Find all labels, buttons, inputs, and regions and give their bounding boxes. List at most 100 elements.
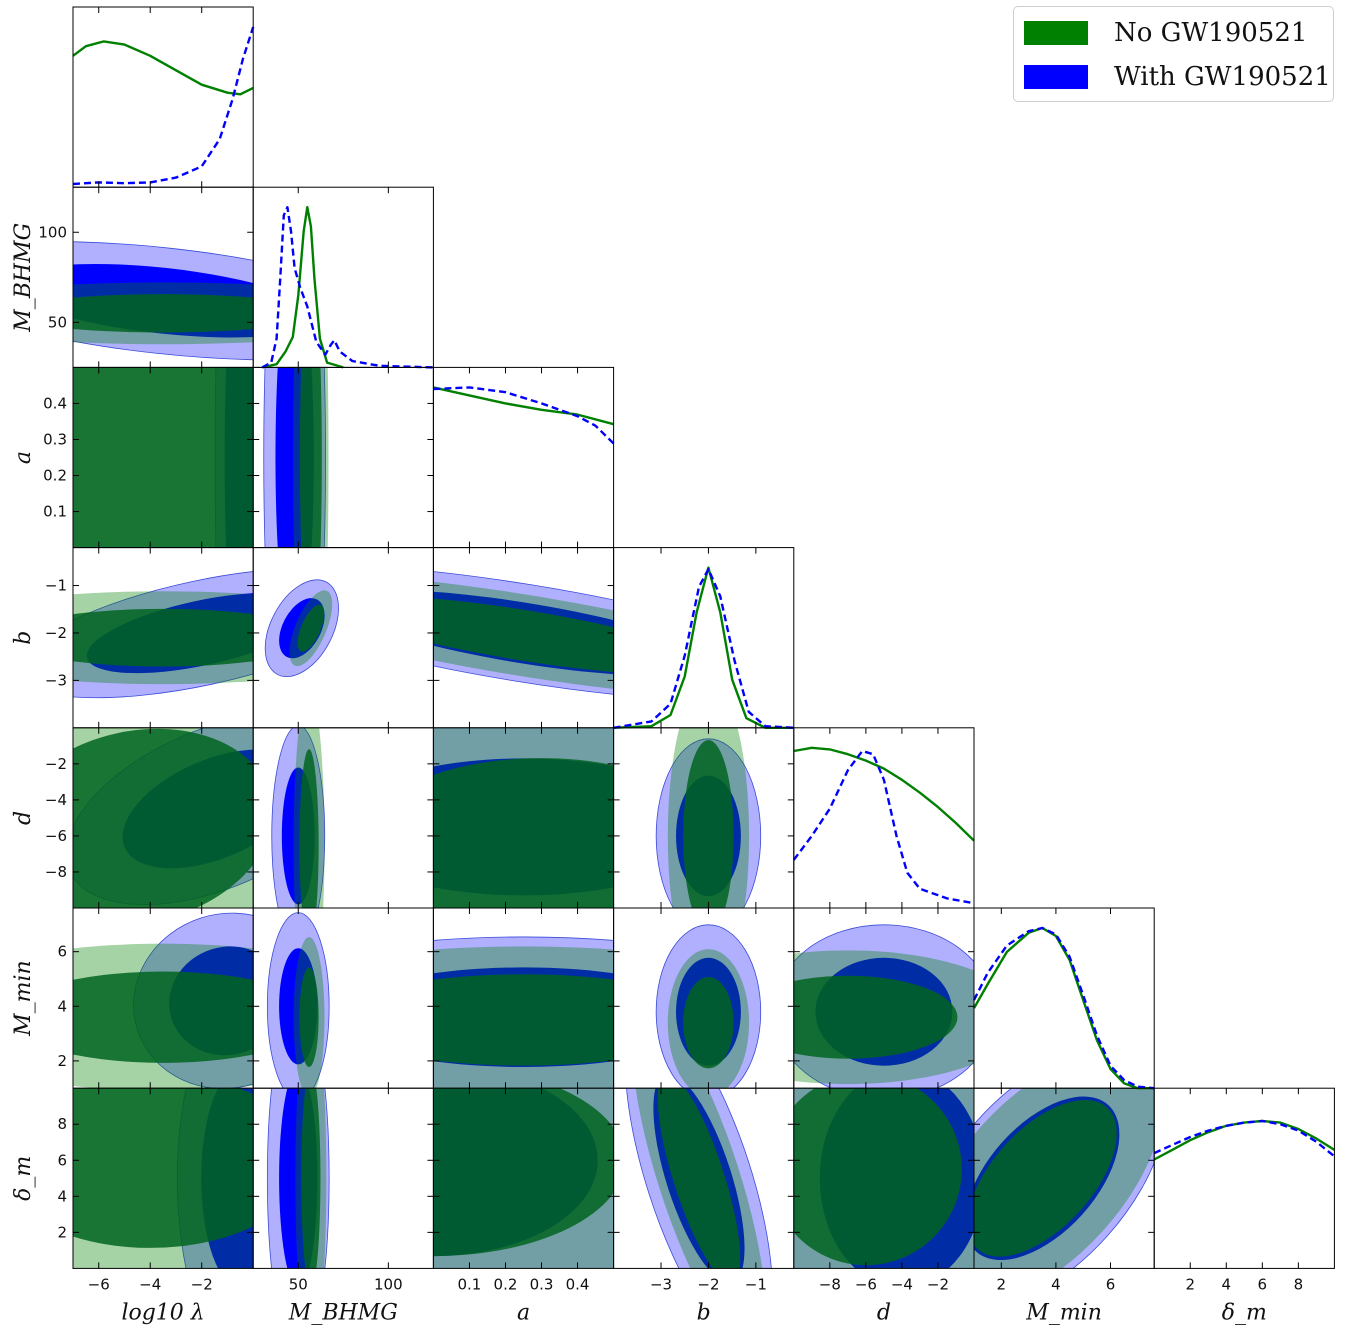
panel-mmin-vs-d xyxy=(793,907,975,1089)
contour-no-gw190521-68 xyxy=(683,740,734,908)
panel-b-vs-mbhmg xyxy=(252,547,434,729)
x-tick-label: −3 xyxy=(650,1275,672,1293)
x-tick-label: −2 xyxy=(927,1275,949,1293)
contour-no-gw190521-68 xyxy=(73,1088,254,1248)
panel-mmin-vs-a xyxy=(432,907,615,1089)
y-tick-label: −8 xyxy=(45,863,67,881)
contour-no-gw190521-68 xyxy=(73,971,254,1063)
panel-mmin-vs-b xyxy=(613,907,795,1089)
contour-no-gw190521-68 xyxy=(433,595,614,675)
marginal-line-with-gw190521 xyxy=(72,26,255,186)
x-tick-label: −4 xyxy=(891,1275,913,1293)
contour-no-gw190521-68 xyxy=(73,294,254,333)
panel-a-vs-mbhmg xyxy=(252,366,434,549)
y-axis-label-d: d xyxy=(11,811,36,825)
y-tick-label: 50 xyxy=(48,313,67,331)
panel-b-vs-lambda xyxy=(72,547,254,729)
panel-d-vs-a xyxy=(432,727,615,909)
panel-mmin-vs-lambda xyxy=(72,907,254,1089)
panel-frame xyxy=(613,547,795,729)
contour-no-gw190521-68 xyxy=(683,977,734,1069)
contour-no-gw190521-68 xyxy=(657,1088,741,1269)
panel-d-vs-b xyxy=(613,727,795,909)
panel-deltam-vs-a xyxy=(432,1087,615,1269)
marginal-line-with-gw190521 xyxy=(972,926,1155,1090)
marginal-d xyxy=(792,727,975,909)
legend-label: With GW190521 xyxy=(1114,62,1331,92)
marginal-line-no-gw190521 xyxy=(433,386,614,426)
y-axis-label-a: a xyxy=(11,451,36,464)
contour-no-gw190521-68 xyxy=(73,367,254,548)
x-tick-label: 6 xyxy=(1258,1275,1268,1293)
panel-mbhmg-vs-lambda xyxy=(72,186,254,368)
y-tick-label: 6 xyxy=(57,1151,67,1169)
x-axis-label-d: d xyxy=(877,1300,891,1325)
panel-deltam-vs-mbhmg xyxy=(252,1087,434,1269)
panel-d-vs-mbhmg xyxy=(252,727,434,909)
contour-no-gw190521-68 xyxy=(297,604,325,652)
x-tick-label: −2 xyxy=(191,1275,213,1293)
legend: No GW190521 With GW190521 xyxy=(1013,6,1334,102)
contour-no-gw190521-68 xyxy=(793,975,958,1059)
marginal-line-with-gw190521 xyxy=(613,568,794,729)
x-tick-label: 0.3 xyxy=(530,1275,554,1293)
panel-d-vs-lambda xyxy=(72,727,254,909)
x-tick-label: −6 xyxy=(855,1275,877,1293)
x-axis-label-b: b xyxy=(697,1300,711,1325)
y-axis-label-deltam: δ_m xyxy=(11,1156,36,1201)
x-tick-label: −2 xyxy=(697,1275,719,1293)
x-tick-label: 4 xyxy=(1051,1275,1061,1293)
marginal-line-no-gw190521 xyxy=(613,566,794,729)
panel-a-vs-lambda xyxy=(72,366,254,549)
marginal-deltam xyxy=(1153,1087,1336,1269)
marginal-line-no-gw190521 xyxy=(793,746,975,842)
marginal-lambda xyxy=(72,6,255,188)
contour-no-gw190521-68 xyxy=(299,367,322,548)
panel-deltam-vs-lambda xyxy=(72,1087,254,1269)
contour-no-gw190521-68 xyxy=(299,749,319,908)
panel-deltam-vs-b xyxy=(613,1087,795,1269)
marginal-line-no-gw190521 xyxy=(1153,1119,1336,1161)
x-tick-label: 2 xyxy=(997,1275,1007,1293)
marginal-line-with-gw190521 xyxy=(792,749,975,905)
marginal-line-no-gw190521 xyxy=(261,206,344,369)
panel-mmin-vs-mbhmg xyxy=(252,907,434,1089)
y-tick-label: 2 xyxy=(57,1223,67,1241)
y-tick-label: −6 xyxy=(45,827,67,845)
marginal-line-no-gw190521 xyxy=(72,40,254,96)
y-tick-label: 100 xyxy=(38,223,67,241)
x-tick-label: −6 xyxy=(88,1275,110,1293)
legend-entry-no-gw190521: No GW190521 xyxy=(1024,13,1307,53)
contour-no-gw190521-68 xyxy=(301,1088,321,1269)
panel-frame xyxy=(973,907,1155,1089)
legend-label: No GW190521 xyxy=(1114,18,1308,48)
y-axis-label-mbhmg: M_BHMG xyxy=(11,223,36,333)
contour-no-gw190521-68 xyxy=(793,1088,962,1266)
y-tick-label: 6 xyxy=(57,943,67,961)
y-tick-label: 0.1 xyxy=(43,503,67,521)
marginal-line-with-gw190521 xyxy=(1153,1119,1336,1158)
x-axis-label-deltam: δ_m xyxy=(1222,1300,1267,1325)
contour-no-gw190521-68 xyxy=(73,608,254,667)
contour-no-gw190521-68 xyxy=(974,1100,1117,1257)
panel-frame xyxy=(432,366,615,549)
x-tick-label: −1 xyxy=(745,1275,767,1293)
x-tick-label: 0.4 xyxy=(566,1275,590,1293)
contour-no-gw190521-68 xyxy=(433,974,614,1066)
panel-frame xyxy=(252,186,434,368)
contour-no-gw190521-68 xyxy=(73,728,254,908)
y-tick-label: 2 xyxy=(57,1052,67,1070)
x-axis-label-lambda: log10 λ xyxy=(121,1300,204,1325)
marginal-a xyxy=(432,366,615,549)
x-axis-label-mbhmg: M_BHMG xyxy=(288,1300,398,1325)
legend-swatch-blue xyxy=(1024,65,1088,89)
y-axis-label-b: b xyxy=(11,631,36,645)
panel-deltam-vs-d xyxy=(793,1087,975,1269)
y-tick-label: 0.2 xyxy=(43,467,67,485)
y-tick-label: 8 xyxy=(57,1115,67,1133)
x-tick-label: 100 xyxy=(374,1275,403,1293)
legend-entry-with-gw190521: With GW190521 xyxy=(1024,57,1331,97)
panel-frame xyxy=(793,727,975,909)
x-axis-label-a: a xyxy=(517,1300,530,1325)
